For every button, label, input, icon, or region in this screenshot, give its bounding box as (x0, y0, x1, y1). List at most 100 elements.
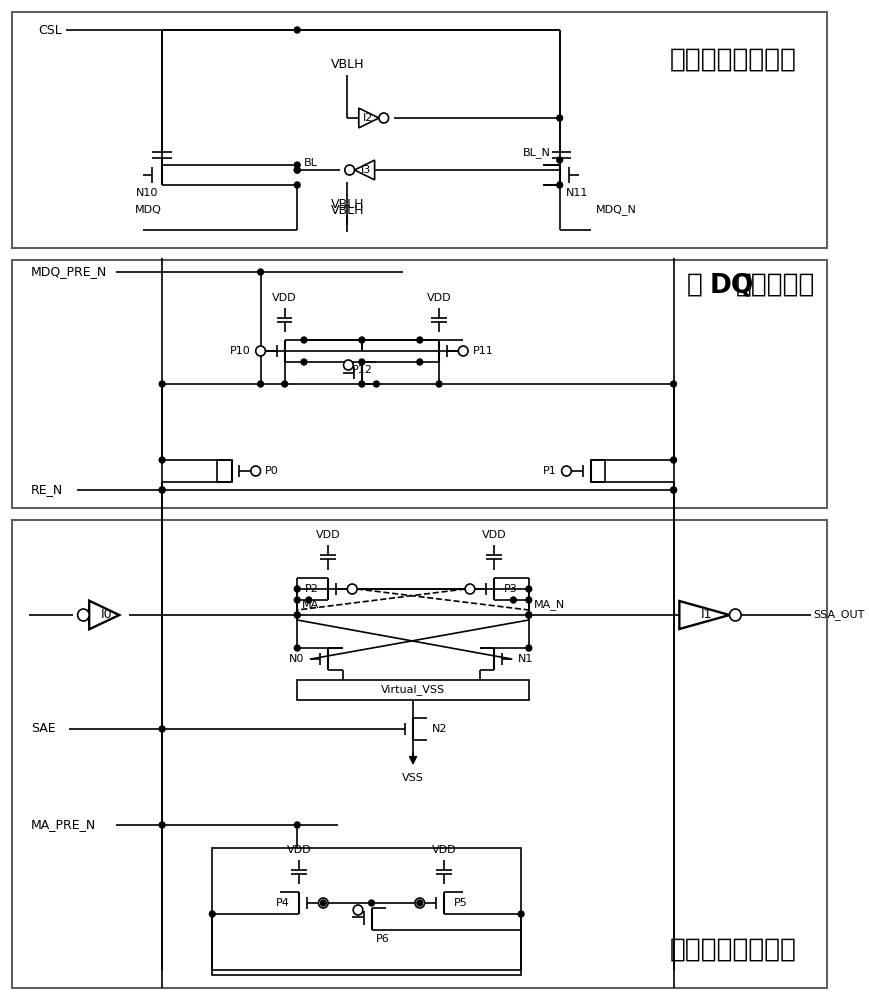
Bar (590, 460, 604, 482)
Text: MDQ_PRE_N: MDQ_PRE_N (30, 265, 107, 278)
Text: SSA_OUT: SSA_OUT (813, 610, 864, 620)
Circle shape (556, 115, 562, 121)
Circle shape (416, 359, 422, 365)
Text: VDD: VDD (427, 293, 451, 303)
Text: P12: P12 (351, 365, 372, 375)
Bar (11, 12, 826, 248)
Circle shape (320, 900, 326, 906)
Text: CSL: CSL (38, 23, 63, 36)
Text: P5: P5 (453, 898, 467, 908)
Circle shape (458, 346, 468, 356)
Circle shape (526, 597, 531, 603)
Circle shape (416, 900, 422, 906)
Circle shape (373, 381, 379, 387)
Text: MA: MA (302, 600, 319, 610)
Circle shape (294, 167, 300, 173)
Polygon shape (358, 108, 379, 128)
Circle shape (435, 381, 441, 387)
Text: N11: N11 (565, 188, 587, 198)
Circle shape (561, 466, 571, 476)
Text: P0: P0 (265, 466, 279, 476)
Text: N0: N0 (289, 654, 303, 664)
Text: BL: BL (303, 158, 317, 168)
Circle shape (257, 381, 263, 387)
Polygon shape (89, 601, 119, 629)
Text: I3: I3 (360, 165, 370, 175)
Text: VDD: VDD (431, 845, 455, 855)
Text: MA_N: MA_N (533, 600, 564, 610)
Circle shape (343, 360, 353, 370)
Circle shape (294, 182, 300, 188)
Text: P4: P4 (275, 898, 289, 908)
Text: MDQ_N: MDQ_N (595, 205, 636, 215)
Text: P2: P2 (304, 584, 318, 594)
Circle shape (526, 612, 531, 618)
Circle shape (301, 359, 307, 365)
Circle shape (306, 597, 311, 603)
Text: 第一级灵敏放大器: 第一级灵敏放大器 (669, 47, 796, 73)
Circle shape (294, 27, 300, 33)
Text: VDD: VDD (481, 530, 506, 540)
Circle shape (250, 466, 260, 476)
Text: 第二级灵敏放大器: 第二级灵敏放大器 (669, 937, 796, 963)
Circle shape (359, 359, 364, 365)
Circle shape (294, 645, 300, 651)
Circle shape (159, 822, 165, 828)
Circle shape (77, 609, 89, 621)
Text: N10: N10 (136, 188, 157, 198)
Circle shape (294, 162, 300, 168)
Circle shape (465, 584, 474, 594)
Circle shape (294, 612, 300, 618)
Circle shape (670, 381, 676, 387)
Circle shape (556, 157, 562, 163)
Text: VDD: VDD (272, 293, 296, 303)
Text: I1: I1 (700, 608, 712, 621)
Circle shape (294, 597, 300, 603)
Circle shape (159, 726, 165, 732)
Text: I2: I2 (362, 113, 373, 123)
Circle shape (353, 905, 362, 915)
Circle shape (359, 337, 364, 343)
Circle shape (318, 898, 328, 908)
Circle shape (344, 165, 354, 175)
Circle shape (518, 911, 523, 917)
Text: N1: N1 (518, 654, 533, 664)
Circle shape (416, 337, 422, 343)
Circle shape (159, 457, 165, 463)
Circle shape (294, 822, 300, 828)
Bar (297, 680, 528, 700)
Circle shape (526, 645, 531, 651)
Circle shape (359, 381, 364, 387)
Text: Virtual_VSS: Virtual_VSS (381, 685, 445, 695)
Text: SAE: SAE (30, 722, 56, 736)
Circle shape (526, 612, 531, 618)
Bar (11, 260, 826, 508)
Circle shape (159, 487, 165, 493)
Text: P6: P6 (376, 934, 389, 944)
Circle shape (301, 337, 307, 343)
Circle shape (368, 900, 374, 906)
Text: 读控制电路: 读控制电路 (734, 272, 813, 298)
Text: VBLH: VBLH (330, 58, 364, 72)
Circle shape (294, 586, 300, 592)
Text: RE_N: RE_N (30, 484, 63, 496)
Text: VBLH: VBLH (330, 204, 364, 217)
Circle shape (415, 898, 424, 908)
Bar (212, 848, 521, 975)
Circle shape (209, 911, 215, 917)
Circle shape (159, 381, 165, 387)
Text: VDD: VDD (315, 530, 340, 540)
Text: BL_N: BL_N (522, 148, 550, 158)
Circle shape (670, 487, 676, 493)
Text: 主: 主 (687, 272, 702, 298)
Circle shape (257, 269, 263, 275)
Text: P11: P11 (473, 346, 493, 356)
Text: VSS: VSS (401, 773, 423, 783)
Circle shape (526, 586, 531, 592)
Text: N2: N2 (432, 724, 448, 734)
Circle shape (379, 113, 388, 123)
Circle shape (347, 584, 356, 594)
Circle shape (159, 487, 165, 493)
Text: P10: P10 (230, 346, 250, 356)
Circle shape (556, 182, 562, 188)
